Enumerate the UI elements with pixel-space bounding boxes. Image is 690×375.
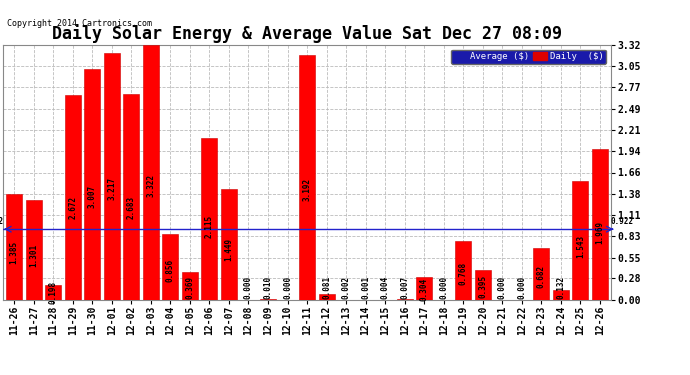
Bar <box>162 234 179 300</box>
Bar <box>65 95 81 300</box>
Bar <box>416 277 432 300</box>
Text: 0.007: 0.007 <box>400 276 409 299</box>
Text: 0.081: 0.081 <box>322 276 331 299</box>
Bar <box>84 69 100 300</box>
Bar <box>533 248 549 300</box>
Text: 3.192: 3.192 <box>302 178 312 201</box>
Text: 0.198: 0.198 <box>49 281 58 304</box>
Text: 3.007: 3.007 <box>88 184 97 208</box>
Text: 3.322: 3.322 <box>146 174 155 197</box>
Text: 0.000: 0.000 <box>497 276 506 299</box>
Bar <box>592 149 608 300</box>
Text: 2.683: 2.683 <box>127 196 136 219</box>
Bar <box>46 285 61 300</box>
Text: 0.000: 0.000 <box>518 276 526 299</box>
Text: 0.304: 0.304 <box>420 278 428 301</box>
Text: 2.115: 2.115 <box>205 215 214 238</box>
Text: 0.395: 0.395 <box>478 275 487 298</box>
Text: 0.922: 0.922 <box>0 217 4 226</box>
Text: 0.922: 0.922 <box>611 217 634 226</box>
Text: 1.543: 1.543 <box>576 235 585 258</box>
Bar <box>260 299 276 300</box>
Text: 1.385: 1.385 <box>10 241 19 264</box>
Bar <box>475 270 491 300</box>
Bar <box>104 53 120 300</box>
Bar <box>6 194 22 300</box>
Text: 0.000: 0.000 <box>440 276 449 299</box>
Text: Copyright 2014 Cartronics.com: Copyright 2014 Cartronics.com <box>7 19 152 28</box>
Bar <box>573 182 589 300</box>
Text: 1.969: 1.969 <box>595 220 604 243</box>
Bar <box>221 189 237 300</box>
Text: 0.768: 0.768 <box>459 262 468 285</box>
Text: 0.000: 0.000 <box>244 276 253 299</box>
Bar <box>26 200 41 300</box>
Bar <box>182 272 198 300</box>
Bar <box>124 94 139 300</box>
Text: 1.449: 1.449 <box>224 238 233 261</box>
Text: 0.004: 0.004 <box>381 276 390 299</box>
Text: 0.002: 0.002 <box>342 276 351 299</box>
Bar <box>299 55 315 300</box>
Legend: Average ($), Daily  ($): Average ($), Daily ($) <box>451 50 606 64</box>
Text: 0.369: 0.369 <box>186 276 195 299</box>
Text: 0.010: 0.010 <box>264 276 273 299</box>
Text: 0.856: 0.856 <box>166 259 175 282</box>
Bar <box>319 294 335 300</box>
Title: Daily Solar Energy & Average Value Sat Dec 27 08:09: Daily Solar Energy & Average Value Sat D… <box>52 24 562 44</box>
Bar <box>455 241 471 300</box>
Text: 2.672: 2.672 <box>68 196 77 219</box>
Bar <box>201 138 217 300</box>
Text: 3.217: 3.217 <box>108 177 117 200</box>
Bar <box>553 290 569 300</box>
Text: 0.000: 0.000 <box>283 276 292 299</box>
Text: 0.132: 0.132 <box>556 276 565 299</box>
Text: 1.301: 1.301 <box>29 243 38 267</box>
Text: 0.001: 0.001 <box>361 276 370 299</box>
Text: 0.682: 0.682 <box>537 265 546 288</box>
Bar <box>143 45 159 300</box>
